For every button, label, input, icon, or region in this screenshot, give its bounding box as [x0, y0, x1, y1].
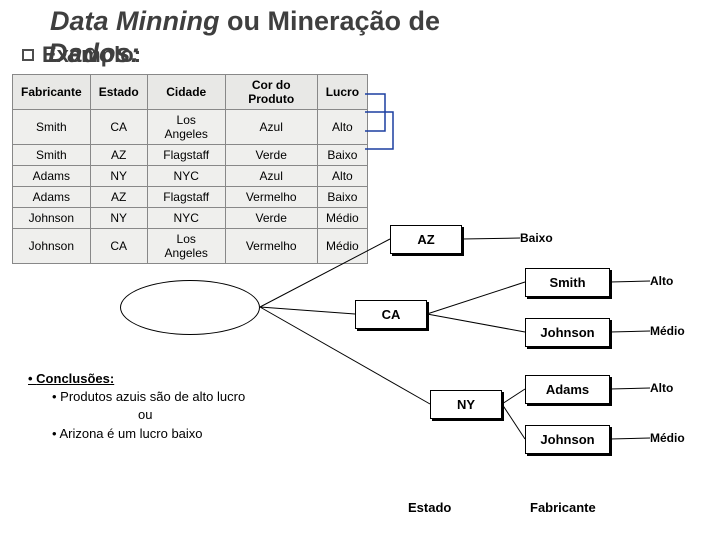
axis-label: Fabricante	[530, 500, 596, 515]
table-cell: NYC	[147, 166, 225, 187]
table-cell: Baixo	[317, 145, 367, 166]
table-row: AdamsAZFlagstaffVermelhoBaixo	[13, 187, 368, 208]
bullet-icon	[22, 49, 34, 61]
table-cell: Smith	[13, 110, 91, 145]
table-cell: AZ	[90, 145, 147, 166]
conclusions: Conclusões: Produtos azuis são de alto l…	[28, 370, 245, 443]
table-cell: Azul	[225, 166, 317, 187]
table-row: JohnsonCALos AngelesVermelhoMédio	[13, 229, 368, 264]
table-cell: Baixo	[317, 187, 367, 208]
tree-leaf-alto2: Alto	[650, 381, 673, 395]
table-cell: Vermelho	[225, 229, 317, 264]
table-cell: NY	[90, 208, 147, 229]
table-cell: Los Angeles	[147, 229, 225, 264]
table-cell: Vermelho	[225, 187, 317, 208]
tree-node-smith: Smith	[525, 268, 610, 297]
tree-node-johnson2: Johnson	[525, 425, 610, 454]
subtitle-row: Exemplo:	[22, 42, 141, 68]
tree-node-ca: CA	[355, 300, 427, 329]
table-cell: Alto	[317, 110, 367, 145]
data-table: FabricanteEstadoCidadeCor do ProdutoLucr…	[12, 74, 368, 264]
table-header: Cidade	[147, 75, 225, 110]
table-header: Fabricante	[13, 75, 91, 110]
table-cell: AZ	[90, 187, 147, 208]
table-cell: Johnson	[13, 208, 91, 229]
subtitle: Exemplo:	[42, 42, 141, 68]
tree-leaf-alto1: Alto	[650, 274, 673, 288]
table-cell: Flagstaff	[147, 145, 225, 166]
tree-node-az: AZ	[390, 225, 462, 254]
tree-node-adams: Adams	[525, 375, 610, 404]
table-cell: Johnson	[13, 229, 91, 264]
table-cell: NYC	[147, 208, 225, 229]
conclusion-line-2: ou	[138, 407, 152, 422]
page-title: Data Minning ou Mineração de	[50, 6, 440, 37]
table-row: JohnsonNYNYCVerdeMédio	[13, 208, 368, 229]
tree-node-johnson1: Johnson	[525, 318, 610, 347]
tree-leaf-baixo: Baixo	[520, 231, 553, 245]
table-row: SmithCALos AngelesAzulAlto	[13, 110, 368, 145]
table-cell: Adams	[13, 166, 91, 187]
table-header: Cor do Produto	[225, 75, 317, 110]
table-cell: Médio	[317, 229, 367, 264]
table-cell: Verde	[225, 208, 317, 229]
tree-node-ny: NY	[430, 390, 502, 419]
conclusion-line-1: Produtos azuis são de alto lucro	[52, 389, 245, 404]
table-row: AdamsNYNYCAzulAlto	[13, 166, 368, 187]
table-header: Estado	[90, 75, 147, 110]
conclusions-heading: Conclusões:	[28, 371, 114, 386]
table-cell: Médio	[317, 208, 367, 229]
table-cell: CA	[90, 229, 147, 264]
table-cell: Flagstaff	[147, 187, 225, 208]
title-plain: ou Mineração de	[220, 6, 441, 36]
table-cell: NY	[90, 166, 147, 187]
table-cell: Alto	[317, 166, 367, 187]
table-cell: Adams	[13, 187, 91, 208]
table-cell: Azul	[225, 110, 317, 145]
tree-root	[120, 280, 260, 335]
tree-leaf-medio2: Médio	[650, 431, 685, 445]
table-cell: CA	[90, 110, 147, 145]
table-cell: Verde	[225, 145, 317, 166]
table-row: SmithAZFlagstaffVerdeBaixo	[13, 145, 368, 166]
tree-leaf-medio1: Médio	[650, 324, 685, 338]
table-header: Lucro	[317, 75, 367, 110]
title-italic: Data Minning	[50, 6, 220, 36]
table-cell: Smith	[13, 145, 91, 166]
axis-label: Estado	[408, 500, 451, 515]
table-cell: Los Angeles	[147, 110, 225, 145]
conclusion-line-3: Arizona é um lucro baixo	[52, 426, 203, 441]
